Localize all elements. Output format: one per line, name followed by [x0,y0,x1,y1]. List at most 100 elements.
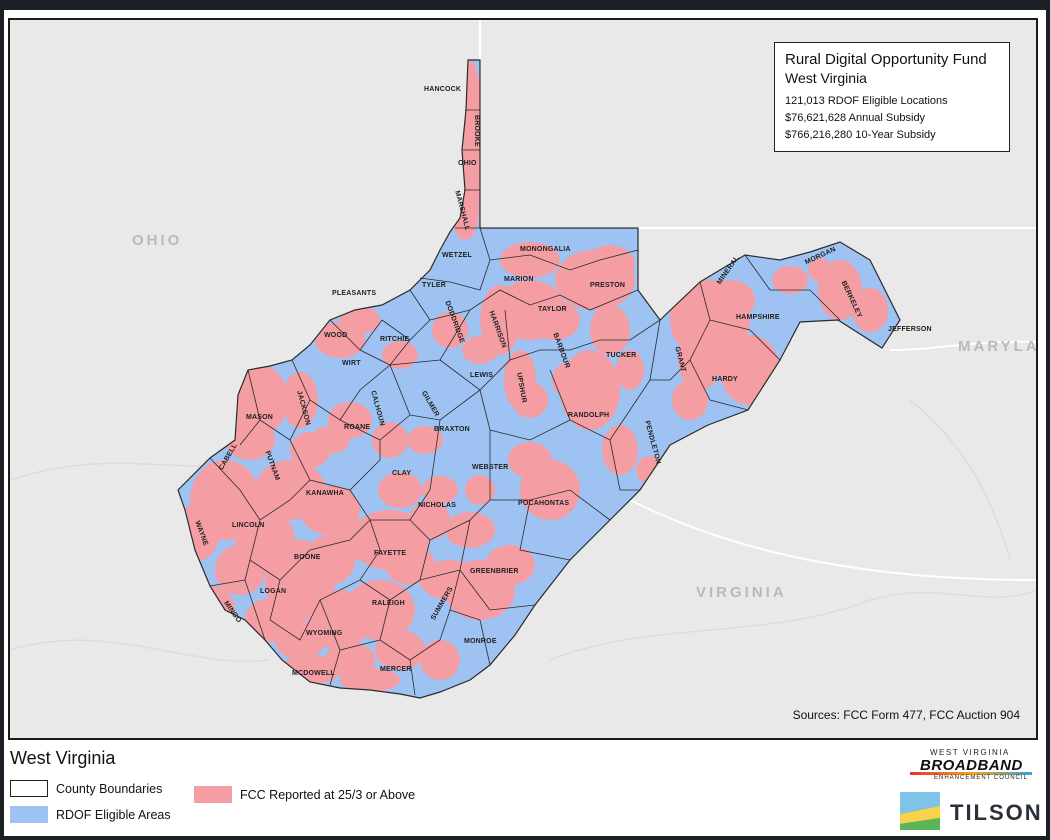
fcc-coverage-blob [508,442,552,478]
wvbec-logo-main: BROADBAND [920,757,1023,774]
county-label-mcdowell: MCDOWELL [292,670,335,677]
map-panel: OHIO MARYLAN VIRGINIA HANCOCK BROOKE OHIO M… [8,18,1038,740]
county-boundaries [177,59,901,699]
county-label-hardy: HARDY [712,376,738,383]
fcc-coverage-blob [432,312,468,348]
legend-item-county-boundaries: County Boundaries [10,780,162,797]
county-label-brooke: BROOKE [473,115,480,147]
pink-swatch-icon [194,786,232,803]
fcc-coverage-blob [552,362,588,398]
county-label-ohio: OHIO [458,160,477,167]
river-line [909,399,1011,561]
tilson-logo-text: TILSON [950,800,1043,825]
county-label-braxton: BRAXTON [434,426,470,433]
wvbec-logo: WEST VIRGINIA BROADBAND ENHANCEMENT COUN… [904,748,1038,788]
sources-note: Sources: FCC Form 477, FCC Auction 904 [792,708,1020,722]
tilson-mark-icon [900,792,940,830]
county-label-jefferson: JEFFERSON [888,326,932,333]
county-label-tyler: TYLER [422,282,446,289]
fcc-coverage-blob [382,341,418,369]
fcc-coverage-blob [300,485,360,535]
county-label-pocahontas: POCAHONTAS [518,500,570,507]
county-label-greenbrier: GREENBRIER [470,568,519,575]
blue-swatch-icon [10,806,48,823]
wv-outline [177,59,901,699]
stat-eligible-locations: 121,013 RDOF Eligible Locations [785,95,948,107]
county-label-lewis: LEWIS [470,372,494,379]
md-boundary [889,340,1036,351]
state-label-maryland: MARYLAN [958,338,1036,355]
county-label-mason: MASON [246,414,274,421]
county-label-wirt: WIRT [342,360,361,367]
county-label-webster: WEBSTER [472,464,509,471]
info-subtitle: West Virginia [785,70,867,86]
stat-ten-year-subsidy: $766,216,280 10-Year Subsidy [785,129,936,141]
wvbec-logo-bottom: ENHANCEMENT COUNCIL [934,775,1028,781]
fcc-coverage-blob [340,668,400,692]
legend-label: FCC Reported at 25/3 or Above [240,787,416,802]
fcc-coverage-blob [420,640,460,680]
fcc-coverage-blob [500,242,560,278]
legend-label: County Boundaries [56,781,163,796]
fcc-coverage-blob [772,266,808,294]
county-label-randolph: RANDOLPH [568,412,610,419]
central-lines-b [439,309,661,391]
legend: West Virginia County Boundaries RDOF Eli… [4,742,1046,836]
county-label-tucker: TUCKER [606,352,637,359]
fcc-coverage-blob [720,335,780,405]
fcc-coverage-blob [808,258,832,282]
fcc-coverage-blob [225,420,275,460]
fcc-coverage-blob [616,350,644,390]
va-boundary [629,499,1036,581]
county-label-ritchie: RITCHIE [380,336,410,343]
fcc-coverage-blob [372,422,408,458]
county-label-nicholas: NICHOLAS [418,502,457,509]
county-label-clay: CLAY [392,470,412,477]
info-box: Rural Digital Opportunity Fund West Virg… [774,42,1010,152]
county-label-taylor: TAYLOR [538,306,567,313]
legend-label: RDOF Eligible Areas [56,807,171,822]
county-label-monroe: MONROE [464,638,497,645]
fcc-coverage-blob [340,306,380,334]
county-label-logan: LOGAN [260,588,287,595]
swoosh-icon [910,772,1032,775]
fcc-coverage-blob [678,330,722,390]
central-lines-c [291,359,481,441]
info-title: Rural Digital Opportunity Fund [785,51,987,68]
county-label-wetzel: WETZEL [442,252,472,259]
county-label-wood: WOOD [324,332,348,339]
county-label-kanawha: KANAWHA [306,490,344,497]
fcc-coverage-blob [445,512,495,548]
county-label-raleigh: RALEIGH [372,600,405,607]
county-label-marion: MARION [504,276,534,283]
fcc-coverage-blob [407,426,443,454]
wvbec-logo-top: WEST VIRGINIA [930,748,1010,757]
fcc-coverage-blob [375,630,425,670]
fcc-coverage-blob [282,372,318,428]
fcc-coverage-blob [232,365,288,435]
legend-item-fcc-reported: FCC Reported at 25/3 or Above [194,786,415,803]
eastern-lines-a [479,319,661,491]
southern-lines [319,569,491,696]
fcc-covered-areas [180,60,888,692]
state-label-ohio: OHIO [132,232,183,249]
county-label-roane: ROANE [344,424,371,431]
county-label-fayette: FAYETTE [374,550,407,557]
fcc-coverage-blob [310,426,350,454]
county-label-mercer: MERCER [380,666,412,673]
fcc-coverage-blob [465,475,495,505]
county-label-hampshire: HAMPSHIRE [736,314,780,321]
fcc-coverage-blob [512,382,548,418]
county-label-lincoln: LINCOLN [232,522,265,529]
map-canvas [10,20,1036,699]
southwest-lines [209,559,266,641]
legend-title: West Virginia [10,748,116,768]
legend-item-rdof-eligible: RDOF Eligible Areas [10,806,171,823]
fcc-coverage-blob [590,305,630,355]
fcc-coverage-blob [485,545,535,585]
fcc-coverage-blob [205,625,245,655]
fcc-coverage-blob [852,288,888,332]
fcc-coverage-blob [705,280,755,320]
fcc-coverage-blob [585,245,635,285]
fcc-coverage-blob [480,285,520,355]
